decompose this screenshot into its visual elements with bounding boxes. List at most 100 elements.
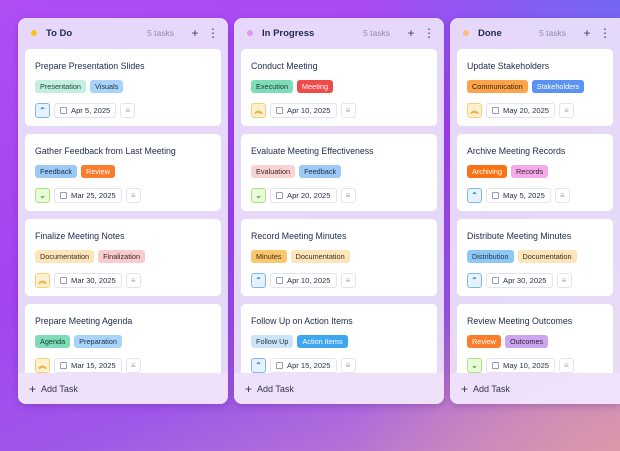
priority-low-icon[interactable]: ⌄ bbox=[251, 188, 266, 203]
priority-medium-icon[interactable]: ⌃ bbox=[251, 273, 266, 288]
task-card[interactable]: Gather Feedback from Last Meeting Feedba… bbox=[24, 133, 222, 212]
tag: Meeting bbox=[297, 80, 334, 93]
task-title: Conduct Meeting bbox=[251, 61, 318, 71]
priority-medium-icon[interactable]: ⌃ bbox=[35, 103, 50, 118]
description-icon[interactable]: ≡ bbox=[554, 188, 570, 203]
description-icon[interactable]: ≡ bbox=[556, 273, 572, 288]
task-count: 5 tasks bbox=[147, 28, 174, 38]
tag-list: Distribution Documentation bbox=[467, 250, 603, 263]
card-list[interactable]: Prepare Presentation Slides Presentation… bbox=[18, 48, 228, 373]
priority-high-icon[interactable]: ︽ bbox=[35, 273, 50, 288]
due-date-text: Apr 30, 2025 bbox=[503, 276, 547, 285]
due-date-text: Mar 25, 2025 bbox=[71, 191, 116, 200]
status-dot-icon bbox=[463, 30, 469, 36]
task-card[interactable]: Archive Meeting Records Archiving Records… bbox=[456, 133, 614, 212]
description-icon[interactable]: ≡ bbox=[125, 273, 141, 288]
due-date[interactable]: Apr 30, 2025 bbox=[486, 273, 553, 288]
task-card[interactable]: Evaluate Meeting Effectiveness Evaluatio… bbox=[240, 133, 438, 212]
description-icon[interactable]: ≡ bbox=[340, 103, 356, 118]
task-card[interactable]: Conduct Meeting Execution Meeting ︽ Apr 1… bbox=[240, 48, 438, 127]
due-date[interactable]: Mar 15, 2025 bbox=[54, 358, 122, 373]
task-title: Gather Feedback from Last Meeting bbox=[35, 146, 176, 156]
calendar-icon bbox=[60, 107, 67, 114]
priority-medium-icon[interactable]: ⌃ bbox=[251, 358, 266, 373]
tag-list: Feedback Review bbox=[35, 165, 211, 178]
description-icon[interactable]: ≡ bbox=[559, 358, 575, 373]
calendar-icon bbox=[276, 362, 283, 369]
due-date[interactable]: Mar 30, 2025 bbox=[54, 273, 122, 288]
calendar-icon bbox=[492, 362, 499, 369]
tag-list: Documentation Finalization bbox=[35, 250, 211, 263]
due-date[interactable]: May 20, 2025 bbox=[486, 103, 556, 118]
plus-icon: + bbox=[461, 381, 469, 396]
due-date[interactable]: Apr 15, 2025 bbox=[270, 358, 337, 373]
due-date-text: Apr 5, 2025 bbox=[71, 106, 111, 115]
task-card[interactable]: Follow Up on Action Items Follow Up Actio… bbox=[240, 303, 438, 373]
priority-medium-icon[interactable]: ⌃ bbox=[467, 273, 482, 288]
add-task-button[interactable]: + Add Task bbox=[450, 373, 620, 404]
due-date[interactable]: May 10, 2025 bbox=[486, 358, 556, 373]
card-list[interactable]: Conduct Meeting Execution Meeting ︽ Apr 1… bbox=[234, 48, 444, 373]
due-date-text: Mar 30, 2025 bbox=[71, 276, 116, 285]
add-task-label: Add Task bbox=[41, 383, 78, 394]
priority-low-icon[interactable]: ⌄ bbox=[467, 358, 482, 373]
calendar-icon bbox=[60, 192, 67, 199]
task-card[interactable]: Prepare Meeting Agenda Agenda Preparation… bbox=[24, 303, 222, 373]
add-icon[interactable]: + bbox=[407, 26, 415, 40]
column-header: To Do 5 tasks + ⋮ bbox=[18, 18, 228, 48]
tag: Action Items bbox=[297, 335, 348, 348]
task-title: Finalize Meeting Notes bbox=[35, 231, 125, 241]
plus-icon: + bbox=[245, 381, 253, 396]
tag: Records bbox=[511, 165, 549, 178]
due-date[interactable]: Apr 20, 2025 bbox=[270, 188, 337, 203]
tag: Communication bbox=[467, 80, 528, 93]
description-icon[interactable]: ≡ bbox=[125, 358, 141, 373]
due-date[interactable]: Mar 25, 2025 bbox=[54, 188, 122, 203]
description-icon[interactable]: ≡ bbox=[340, 273, 356, 288]
tag: Minutes bbox=[251, 250, 287, 263]
priority-high-icon[interactable]: ︽ bbox=[35, 358, 50, 373]
tag: Archiving bbox=[467, 165, 508, 178]
task-count: 5 tasks bbox=[363, 28, 390, 38]
description-icon[interactable]: ≡ bbox=[340, 358, 356, 373]
more-options-icon[interactable]: ⋮ bbox=[599, 26, 611, 40]
task-card[interactable]: Distribute Meeting Minutes Distribution D… bbox=[456, 218, 614, 297]
due-date[interactable]: May 5, 2025 bbox=[486, 188, 551, 203]
add-task-button[interactable]: + Add Task bbox=[18, 373, 228, 404]
task-count: 5 tasks bbox=[539, 28, 566, 38]
task-card[interactable]: Prepare Presentation Slides Presentation… bbox=[24, 48, 222, 127]
add-task-button[interactable]: + Add Task bbox=[234, 373, 444, 404]
description-icon[interactable]: ≡ bbox=[125, 188, 141, 203]
task-card[interactable]: Update Stakeholders Communication Stakeho… bbox=[456, 48, 614, 127]
more-options-icon[interactable]: ⋮ bbox=[207, 26, 219, 40]
task-card[interactable]: Finalize Meeting Notes Documentation Fina… bbox=[24, 218, 222, 297]
calendar-icon bbox=[276, 277, 283, 284]
tag-list: Follow Up Action Items bbox=[251, 335, 427, 348]
tag: Review bbox=[467, 335, 501, 348]
more-options-icon[interactable]: ⋮ bbox=[423, 26, 435, 40]
tag: Preparation bbox=[74, 335, 122, 348]
card-list[interactable]: Update Stakeholders Communication Stakeho… bbox=[450, 48, 620, 373]
due-date[interactable]: Apr 10, 2025 bbox=[270, 103, 337, 118]
priority-medium-icon[interactable]: ⌃ bbox=[467, 188, 482, 203]
calendar-icon bbox=[492, 192, 499, 199]
calendar-icon bbox=[60, 362, 67, 369]
add-icon[interactable]: + bbox=[583, 26, 591, 40]
tag-list: Execution Meeting bbox=[251, 80, 427, 93]
task-card[interactable]: Review Meeting Outcomes Review Outcomes ⌄… bbox=[456, 303, 614, 373]
tag: Feedback bbox=[35, 165, 78, 178]
task-card[interactable]: Record Meeting Minutes Minutes Documentat… bbox=[240, 218, 438, 297]
priority-low-icon[interactable]: ⌄ bbox=[35, 188, 50, 203]
tag-list: Evaluation Feedback bbox=[251, 165, 427, 178]
due-date[interactable]: Apr 10, 2025 bbox=[270, 273, 337, 288]
priority-high-icon[interactable]: ︽ bbox=[251, 103, 266, 118]
column-in-progress: In Progress 5 tasks + ⋮ Conduct Meeting … bbox=[234, 18, 444, 404]
description-icon[interactable]: ≡ bbox=[120, 103, 136, 118]
due-date[interactable]: Apr 5, 2025 bbox=[54, 103, 117, 118]
column-title: Done bbox=[478, 27, 502, 39]
description-icon[interactable]: ≡ bbox=[559, 103, 575, 118]
description-icon[interactable]: ≡ bbox=[340, 188, 356, 203]
calendar-icon bbox=[492, 107, 499, 114]
priority-high-icon[interactable]: ︽ bbox=[467, 103, 482, 118]
add-icon[interactable]: + bbox=[191, 26, 199, 40]
